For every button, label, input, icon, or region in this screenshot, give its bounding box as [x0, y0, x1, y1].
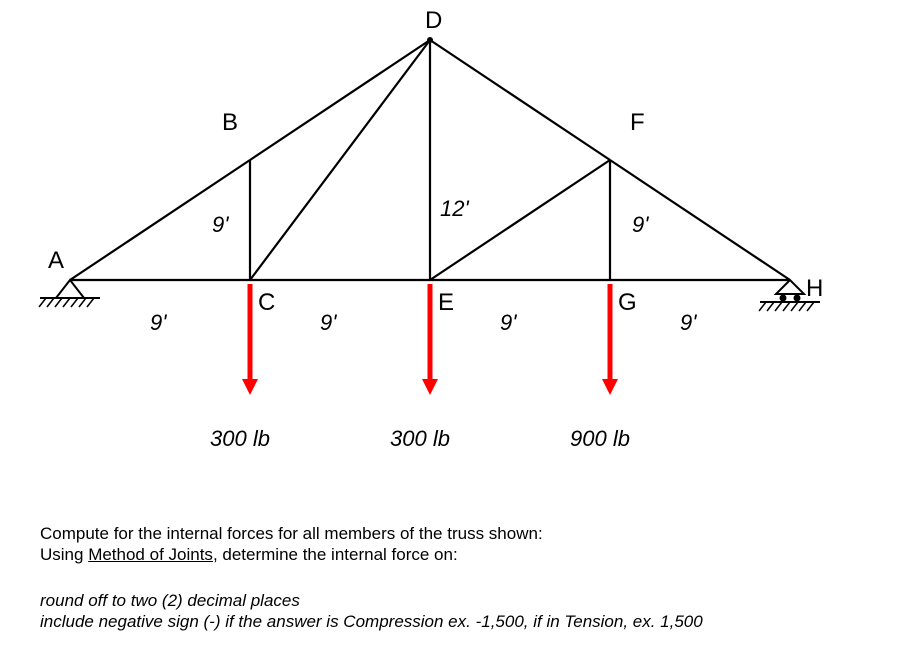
node-label-E: E	[438, 289, 454, 316]
ground-hatch	[799, 302, 806, 311]
load-arrowhead-E	[422, 379, 438, 395]
roller-support-icon	[776, 280, 804, 294]
problem-line2-u: Method of Joints	[88, 545, 213, 564]
node-label-H: H	[806, 275, 823, 302]
dimension-labels: 9' 9' 9' 9' 9' 12' 9'	[150, 196, 697, 335]
node-label-B: B	[222, 109, 238, 136]
dim-label-1: 9'	[320, 310, 337, 335]
ground-hatch	[55, 298, 62, 307]
note-line2: include negative sign (-) if the answer …	[40, 612, 703, 631]
joint-dot	[427, 37, 433, 43]
dim-label-6: 9'	[632, 212, 649, 237]
ground-hatch	[79, 298, 86, 307]
problem-line1: Compute for the internal forces for all …	[40, 524, 543, 543]
ground-hatch	[71, 298, 78, 307]
dim-label-4: 9'	[212, 212, 229, 237]
ground-hatch	[783, 302, 790, 311]
dim-label-0: 9'	[150, 310, 167, 335]
note-text: round off to two (2) decimal places incl…	[40, 590, 860, 633]
node-label-C: C	[258, 289, 275, 316]
load-label-E: 300 lb	[390, 426, 450, 451]
load-arrowhead-G	[602, 379, 618, 395]
load-arrows	[242, 284, 618, 395]
ground-hatch	[47, 298, 54, 307]
load-labels: 300 lb 300 lb 900 lb	[210, 426, 630, 451]
note-line1: round off to two (2) decimal places	[40, 591, 300, 610]
dim-label-3: 9'	[680, 310, 697, 335]
roller-wheel	[780, 295, 787, 302]
problem-text: Compute for the internal forces for all …	[40, 523, 860, 566]
dim-label-2: 9'	[500, 310, 517, 335]
truss-members	[70, 37, 790, 280]
truss-diagram: A C E G H B D F 9' 9' 9' 9' 9' 12' 9' 300 lb 300 lb 900…	[0, 0, 899, 490]
ground-hatch	[63, 298, 70, 307]
ground-hatch	[767, 302, 774, 311]
ground-hatch	[791, 302, 798, 311]
node-label-A: A	[48, 247, 64, 274]
load-label-G: 900 lb	[570, 426, 630, 451]
node-label-D: D	[425, 7, 442, 34]
load-label-C: 300 lb	[210, 426, 270, 451]
ground-hatch	[807, 302, 814, 311]
roller-wheel	[794, 295, 801, 302]
node-label-F: F	[630, 109, 645, 136]
load-arrowhead-C	[242, 379, 258, 395]
member-DF	[430, 40, 610, 160]
ground-hatch	[39, 298, 46, 307]
problem-line2-pre: Using	[40, 545, 88, 564]
ground-hatch	[775, 302, 782, 311]
dim-label-5: 12'	[440, 196, 469, 221]
ground-hatch	[759, 302, 766, 311]
ground-hatch	[87, 298, 94, 307]
node-label-G: G	[618, 289, 637, 316]
node-labels: A C E G H B D F	[48, 7, 823, 316]
member-CD	[250, 40, 430, 280]
problem-line2-post: , determine the internal force on:	[213, 545, 458, 564]
pin-support-icon	[56, 280, 84, 298]
member-BD	[250, 40, 430, 160]
